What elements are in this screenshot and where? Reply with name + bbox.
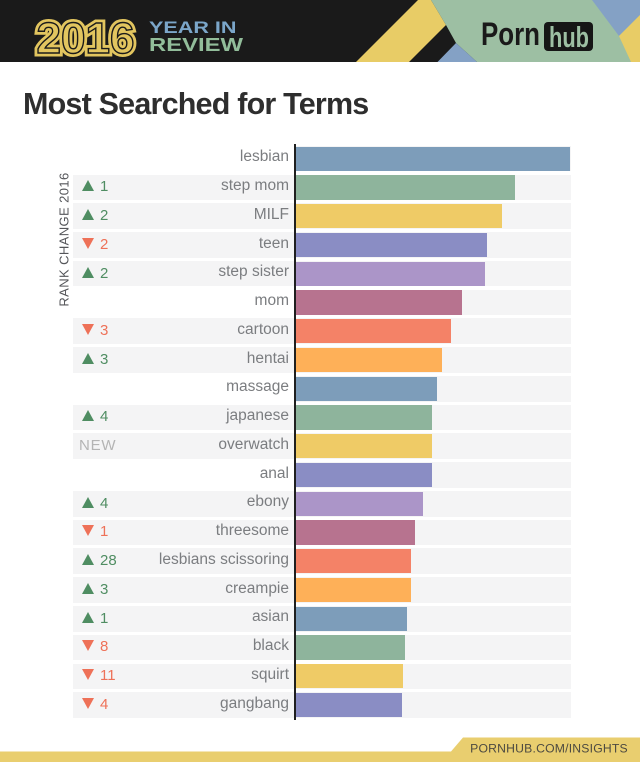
svg-text:YEAR IN: YEAR IN [149,19,237,37]
svg-text:PORNHUB.COM/INSIGHTS: PORNHUB.COM/INSIGHTS [470,742,628,756]
svg-text:hub: hub [549,22,589,54]
svg-text:2016: 2016 [37,14,135,62]
svg-text:REVIEW: REVIEW [149,35,243,55]
svg-text:2016: 2016 [37,14,135,62]
svg-text:Porn: Porn [481,16,540,52]
